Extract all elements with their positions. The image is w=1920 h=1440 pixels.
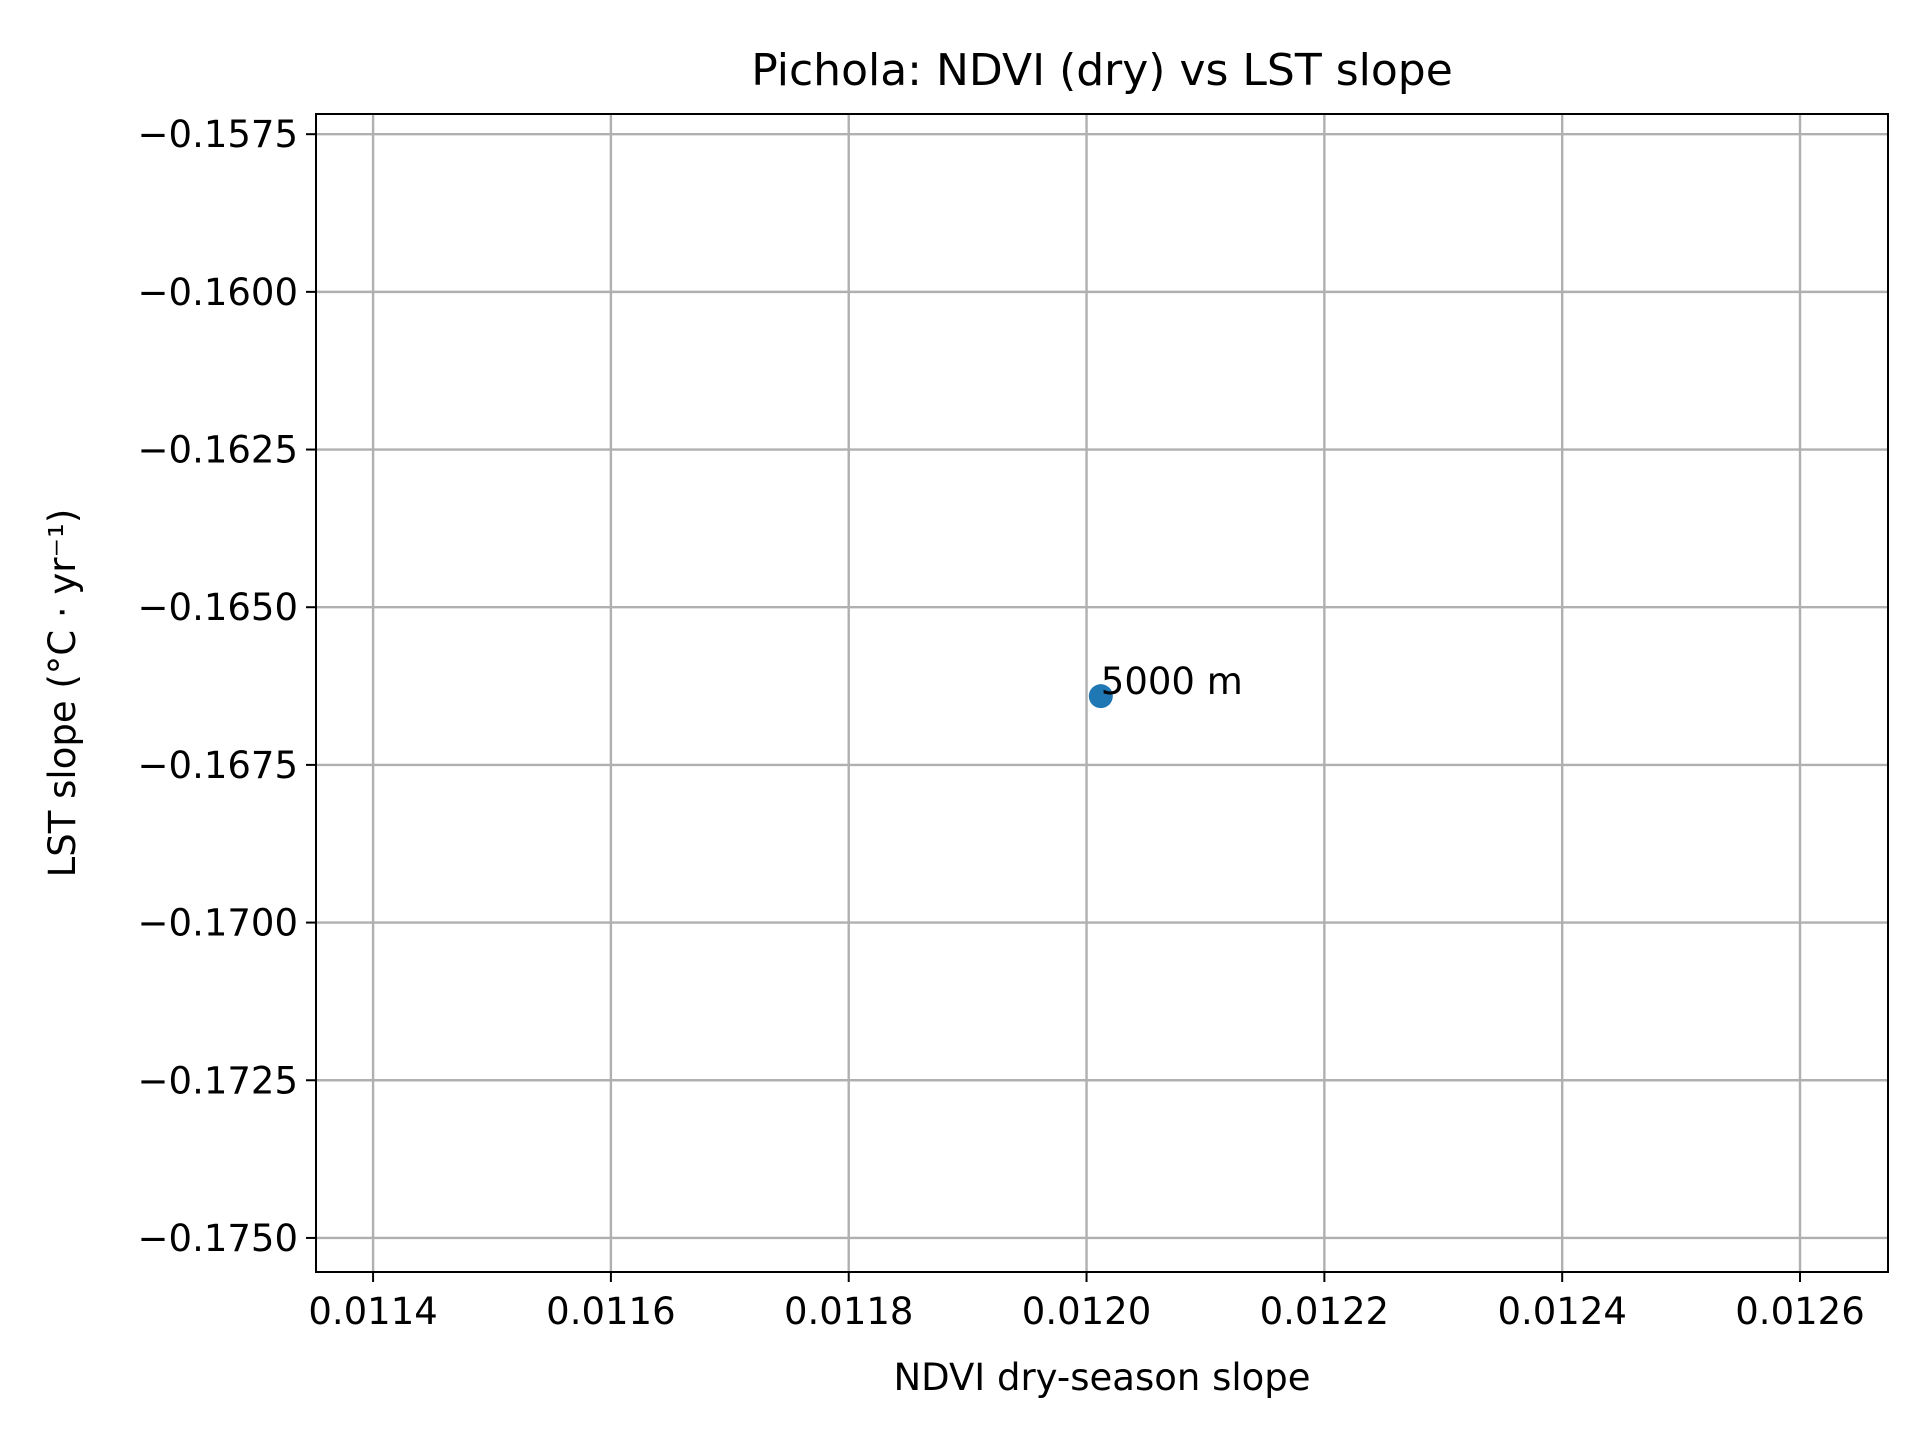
plot-frame xyxy=(315,113,1889,1273)
y-tick-label: −0.1725 xyxy=(138,1059,298,1102)
x-tick-label: 0.0122 xyxy=(1260,1290,1389,1333)
x-tick-label: 0.0126 xyxy=(1735,1290,1864,1333)
y-tick-label: −0.1750 xyxy=(138,1217,298,1260)
x-tick-label: 0.0118 xyxy=(784,1290,913,1333)
y-axis-label: LST slope (°C · yr⁻¹) xyxy=(41,509,84,878)
x-axis-label: NDVI dry-season slope xyxy=(893,1356,1310,1399)
y-tick-label: −0.1625 xyxy=(138,429,298,472)
point-label: 5000 m xyxy=(1101,660,1243,703)
y-tick-label: −0.1575 xyxy=(138,113,298,156)
grid-lines xyxy=(316,114,1888,1272)
x-tick-label: 0.0120 xyxy=(1022,1290,1151,1333)
y-tick-label: −0.1675 xyxy=(138,744,298,787)
x-tick-label: 0.0116 xyxy=(546,1290,675,1333)
x-tick-label: 0.0114 xyxy=(308,1290,437,1333)
y-tick-label: −0.1600 xyxy=(138,271,298,314)
x-tick-label: 0.0124 xyxy=(1497,1290,1626,1333)
data-marks: 5000 m xyxy=(1088,660,1243,709)
axis-ticks: 0.0114 0.0116 0.0118 0.0120 0.0122 0.0124 0.01… xyxy=(138,113,1865,1333)
chart-title: Pichola: NDVI (dry) vs LST slope xyxy=(751,45,1453,96)
y-tick-label: −0.1700 xyxy=(138,902,298,945)
y-tick-label: −0.1650 xyxy=(138,586,298,629)
scatter-point xyxy=(1088,684,1113,709)
